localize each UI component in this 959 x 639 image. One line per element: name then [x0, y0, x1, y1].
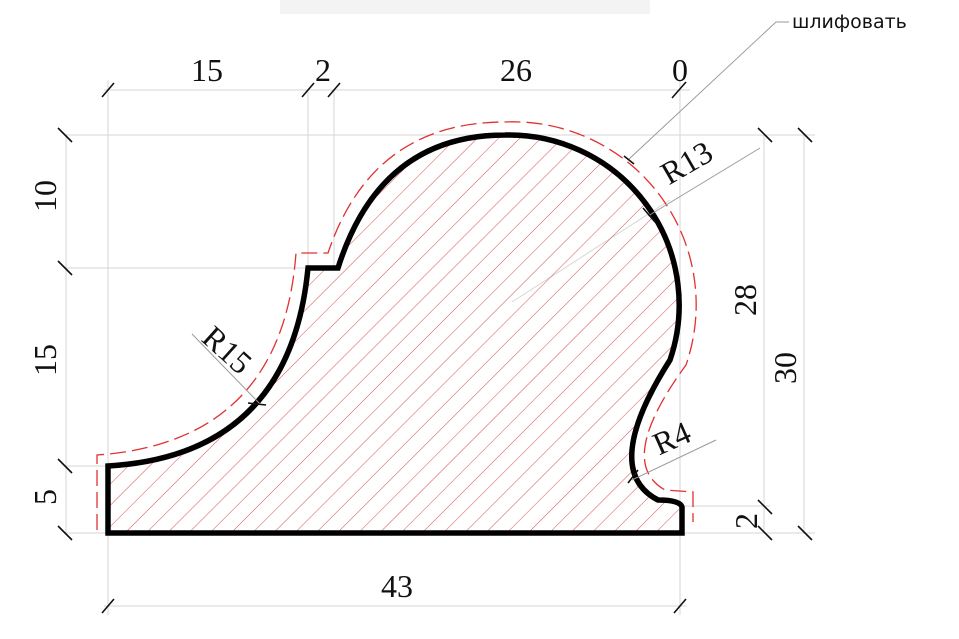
right-dimension-ticks: [757, 127, 813, 541]
header-glow: [280, 0, 650, 14]
radius-leaders: [191, 147, 761, 484]
bottom-dimension-ticks: [101, 598, 687, 614]
dim-left-5: 5: [27, 489, 63, 505]
allowance-dashed-line: [96, 121, 697, 530]
profile-outline: [105, 132, 685, 536]
dim-right-30: 30: [767, 352, 803, 384]
dim-top-2: 2: [315, 52, 331, 88]
radius-label-r15: R15: [195, 319, 259, 381]
radius-label-r4: R4: [647, 414, 696, 462]
top-dimension-ticks: [101, 81, 687, 99]
dim-right-2: 2: [728, 513, 764, 529]
left-dimension-ticks: [57, 127, 73, 541]
note-grind: шлифовать: [792, 11, 907, 33]
section-hatch: [108, 134, 682, 533]
dim-top-15: 15: [191, 52, 223, 88]
dim-left-10: 10: [27, 180, 63, 212]
radius-label-r13: R13: [654, 134, 718, 192]
dim-bottom-43: 43: [381, 568, 413, 604]
dim-top-0: 0: [672, 52, 688, 88]
note-leader: [623, 21, 789, 165]
dim-top-26: 26: [500, 52, 532, 88]
dim-left-15: 15: [27, 344, 63, 376]
dim-right-28: 28: [727, 284, 763, 316]
